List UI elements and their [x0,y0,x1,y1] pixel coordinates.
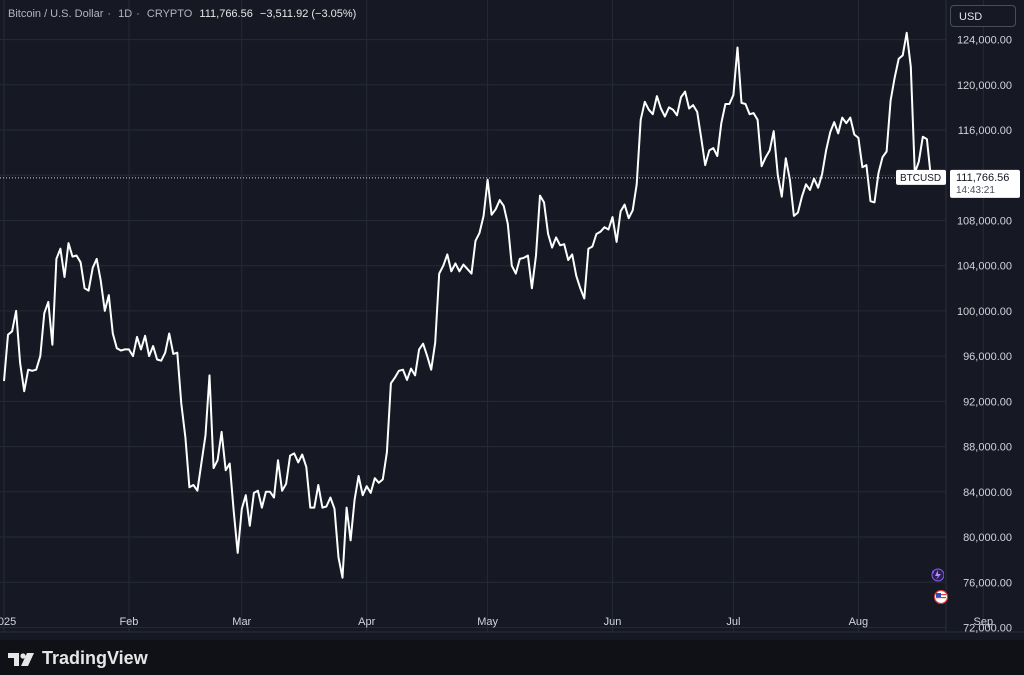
exchange-label: CRYPTO [146,8,193,20]
header-change: −3,511.92 (−3.05%) [259,8,357,20]
price-tick-label: 116,000.00 [958,125,1012,137]
price-axis[interactable]: 72,000.00 76,000.00 80,000.00 84,000.00 88,0… [957,35,1012,635]
interval-label[interactable]: 1D [118,8,133,20]
currency-button[interactable]: USD [950,5,1016,27]
time-tick-label: Aug [849,616,869,628]
last-price-label: BTCUSD 111,766.56 14:43:21 [896,169,1020,198]
price-label-value: 111,766.56 [956,172,1009,184]
price-tick-label: 80,000.00 [963,532,1012,544]
symbol-name[interactable]: Bitcoin / U.S. Dollar [8,8,104,20]
price-tick-label: 100,000.00 [957,306,1012,318]
price-tick-label: 72,000.00 [963,622,1012,634]
grid-lines [0,0,984,632]
lightning-icon[interactable] [930,568,944,582]
footer-bar [0,640,1024,675]
tradingview-logo-icon [8,652,34,666]
time-axis[interactable]: 2025FebMarAprMayJunJulAugSepOct [0,616,1024,628]
us-flag-icon[interactable] [934,590,948,604]
brand-name: TradingView [42,648,148,668]
time-tick-label: Mar [232,616,251,628]
price-tick-label: 124,000.00 [957,35,1012,47]
btcusd-price-line [3,31,932,579]
time-tick-label: 2025 [0,616,16,628]
time-tick-label: Jul [726,616,740,628]
symbol-label: BTCUSD [900,173,941,184]
time-tick-label: Sep [974,616,994,628]
price-label-countdown: 14:43:21 [956,185,995,196]
time-tick-label: Feb [119,616,138,628]
time-tick-label: Apr [358,616,375,628]
time-tick-label: Jun [604,616,622,628]
price-tick-label: 108,000.00 [957,215,1012,227]
symbol-label-box [896,169,946,185]
price-tick-label: 96,000.00 [963,351,1012,363]
price-chart[interactable]: 72,000.00 76,000.00 80,000.00 84,000.00 88,0… [0,0,1024,640]
chart-background [0,0,1024,640]
price-tick-label: 76,000.00 [963,577,1012,589]
header-price: 111,766.56 [199,8,253,20]
price-tick-label: 84,000.00 [963,487,1012,499]
price-tick-label: 104,000.00 [957,261,1012,273]
price-tick-label: 120,000.00 [957,80,1012,92]
symbol-header: Bitcoin / U.S. Dollar · 1D · CRYPTO 111,76… [8,8,357,20]
price-tick-label: 92,000.00 [963,396,1012,408]
price-label-box [950,169,1020,198]
price-tick-label: 88,000.00 [963,442,1012,454]
time-tick-label: May [477,616,498,628]
tradingview-logo[interactable]: TradingView [8,648,148,669]
